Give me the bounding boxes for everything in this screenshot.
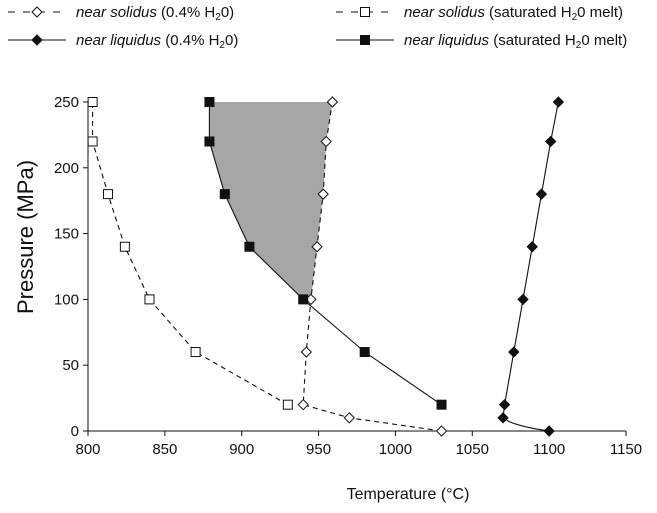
series-solsat (87, 97, 293, 410)
data-point (497, 412, 509, 424)
data-point (244, 241, 255, 252)
data-point (526, 241, 538, 253)
legend-label-tail: 0) (225, 32, 238, 49)
data-point (144, 294, 155, 305)
data-point (552, 96, 565, 108)
legend-label: near liquidus (saturated H20 melt) (404, 32, 627, 51)
data-point (543, 425, 555, 437)
data-point (436, 399, 447, 410)
data-point (282, 399, 293, 410)
legend-item-solsat: near solidus (saturated H20 melt) (336, 4, 623, 23)
data-point (435, 425, 448, 437)
data-point (119, 241, 130, 252)
data-point (219, 189, 230, 200)
x-tick-label: 1100 (533, 441, 565, 458)
series-liq04 (497, 96, 565, 437)
legend-item-liqsat: near liquidus (saturated H20 melt) (336, 32, 627, 51)
x-tick-label: 950 (306, 441, 331, 458)
legend-label-subscript: 2 (576, 40, 582, 51)
legend-label-text: (saturated H (489, 32, 576, 49)
legend-label-tail: 0 melt) (577, 4, 623, 21)
legend-label-italic: near solidus (76, 4, 157, 21)
data-point (535, 188, 548, 200)
legend-label-tail: 0 melt) (581, 32, 627, 49)
series-line (502, 101, 559, 432)
legend-label-italic: near liquidus (76, 32, 162, 49)
legend-item-liq04: near liquidus (0.4% H20) (8, 32, 238, 51)
legend-label-text: (0.4% H (161, 32, 219, 49)
x-axis-title: Temperature (°C) (347, 486, 470, 503)
data-point (320, 135, 332, 148)
data-point (317, 188, 329, 200)
legend-label: near solidus (saturated H20 melt) (404, 4, 623, 23)
data-point (190, 347, 201, 358)
y-axis-title: Pressure (MPa) (13, 160, 38, 314)
series-liqsat (204, 97, 447, 410)
x-tick-label: 850 (152, 441, 177, 458)
x-tick-label: 900 (229, 441, 254, 458)
legend-label-subscript: 2 (572, 12, 578, 23)
data-point (544, 135, 557, 148)
x-tick-label: 1150 (610, 441, 642, 458)
y-tick-label: 250 (54, 94, 79, 111)
data-point (498, 398, 511, 411)
data-point (343, 412, 356, 424)
legend: near solidus (0.4% H20)near liquidus (0.… (8, 4, 627, 51)
x-tick-label: 1000 (379, 441, 412, 458)
legend-item-sol04: near solidus (0.4% H20) (8, 4, 234, 23)
legend-label-italic: near solidus (404, 4, 485, 21)
x-tick-label: 1050 (456, 441, 489, 458)
legend-label-text: (saturated H (485, 4, 572, 21)
data-point (517, 293, 529, 306)
y-tick-label: 0 (71, 423, 79, 440)
axes: 800 850 900 950 1000 1050 1100 1150 0 50 100 150 200… (54, 94, 642, 458)
x-tick-label: 800 (75, 441, 100, 458)
data-point (297, 398, 309, 411)
data-point (326, 96, 339, 108)
data-point (204, 97, 215, 107)
data-point (300, 346, 312, 358)
y-tick-label: 150 (54, 226, 79, 243)
legend-marker (31, 6, 43, 18)
series-group (87, 96, 565, 437)
y-tick-label: 200 (54, 160, 79, 177)
data-point (508, 346, 520, 358)
legend-label-subscript: 2 (219, 40, 225, 51)
legend-marker (360, 35, 370, 45)
data-point (359, 347, 370, 358)
y-tick-label: 100 (54, 291, 79, 308)
legend-label: near solidus (0.4% H20) (76, 4, 234, 23)
legend-label-italic: near liquidus (404, 32, 490, 49)
data-point (87, 136, 98, 147)
legend-label-text: (0.4% H (157, 4, 215, 21)
legend-label-tail: 0) (221, 4, 234, 21)
shaded-region (209, 102, 333, 300)
data-point (204, 136, 215, 147)
legend-label-subscript: 2 (215, 12, 221, 23)
data-point (87, 97, 98, 107)
legend-marker (31, 34, 43, 46)
shaded-region-group (209, 102, 333, 300)
y-tick-label: 50 (62, 357, 79, 374)
legend-marker (360, 7, 370, 17)
series-sol04 (297, 96, 448, 437)
data-point (298, 294, 309, 305)
legend-label: near liquidus (0.4% H20) (76, 32, 238, 51)
data-point (311, 241, 323, 253)
data-point (102, 189, 113, 200)
